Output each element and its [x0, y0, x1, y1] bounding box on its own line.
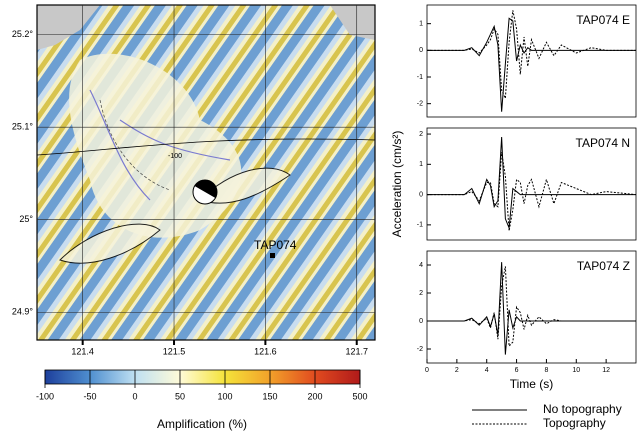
y-tick-label: 2 — [419, 290, 423, 297]
panel-title: TAP074 E — [576, 13, 630, 27]
panel-frame — [426, 4, 637, 118]
x-tick-label: 4 — [485, 367, 489, 374]
y-axis-label: Acceleration (cm/s²) — [390, 131, 404, 238]
colorbar — [44, 369, 361, 385]
waveform — [427, 266, 636, 348]
colorbar-tick-label: 50 — [175, 391, 185, 401]
y-tick-label: 0 — [419, 318, 423, 325]
waveform — [427, 17, 636, 112]
station-label: TAP074 — [254, 238, 297, 252]
y-tick-label: 25.1° — [12, 122, 34, 132]
panel-title: TAP074 N — [576, 136, 630, 150]
colorbar-tick-label: 200 — [307, 391, 322, 401]
waveform — [427, 137, 636, 229]
x-tick-label: 121.6 — [254, 346, 277, 356]
y-tick-label: 4 — [419, 262, 423, 269]
x-tick-label: 6 — [515, 367, 519, 374]
y-tick-label: -1 — [417, 222, 423, 229]
frame-tick — [264, 340, 267, 345]
y-tick-label: 25.2° — [12, 29, 34, 39]
map-frame — [36, 4, 376, 341]
frame-tick — [173, 340, 176, 345]
waveform — [427, 262, 636, 355]
colorbar-label: Amplification (%) — [157, 417, 247, 431]
x-axis-label: Time (s) — [510, 377, 554, 391]
y-tick-label: 0 — [419, 47, 423, 54]
y-tick-label: -2 — [417, 346, 423, 353]
legend-label: Topography — [543, 416, 606, 430]
frame-tick — [81, 340, 84, 345]
y-tick-label: -1 — [417, 74, 423, 81]
legend-label: No topography — [543, 402, 622, 416]
panel-frame — [426, 250, 637, 364]
colorbar-tick-label: 0 — [132, 391, 137, 401]
x-tick-label: 8 — [544, 367, 548, 374]
y-tick-label: 25° — [19, 214, 33, 224]
station-marker — [270, 253, 275, 258]
y-tick-label: 2 — [419, 131, 423, 138]
x-tick-label: 121.7 — [345, 346, 368, 356]
panel-frame — [426, 127, 637, 241]
frame-tick — [355, 340, 358, 345]
x-tick-label: 121.4 — [71, 346, 94, 356]
waveform — [427, 152, 637, 232]
x-tick-label: 2 — [455, 367, 459, 374]
x-tick-label: 121.5 — [163, 346, 186, 356]
map-background — [37, 5, 375, 340]
y-tick-label: 1 — [419, 21, 423, 28]
colorbar-tick-label: -50 — [83, 391, 96, 401]
colorbar-tick-label: 500 — [352, 391, 367, 401]
y-tick-label: 1 — [419, 161, 423, 168]
x-tick-label: 10 — [572, 367, 580, 374]
y-tick-label: 24.9° — [12, 307, 34, 317]
colorbar-tick-label: 150 — [262, 391, 277, 401]
x-tick-label: 12 — [602, 367, 610, 374]
x-tick-label: 0 — [425, 367, 429, 374]
colorbar-tick-label: -100 — [36, 391, 54, 401]
contour-label: -100 — [168, 153, 182, 160]
panel-title: TAP074 Z — [577, 259, 630, 273]
y-tick-label: -2 — [417, 101, 423, 108]
beachball — [192, 179, 218, 205]
colorbar-tick-label: 100 — [217, 391, 232, 401]
y-tick-label: 0 — [419, 191, 423, 198]
